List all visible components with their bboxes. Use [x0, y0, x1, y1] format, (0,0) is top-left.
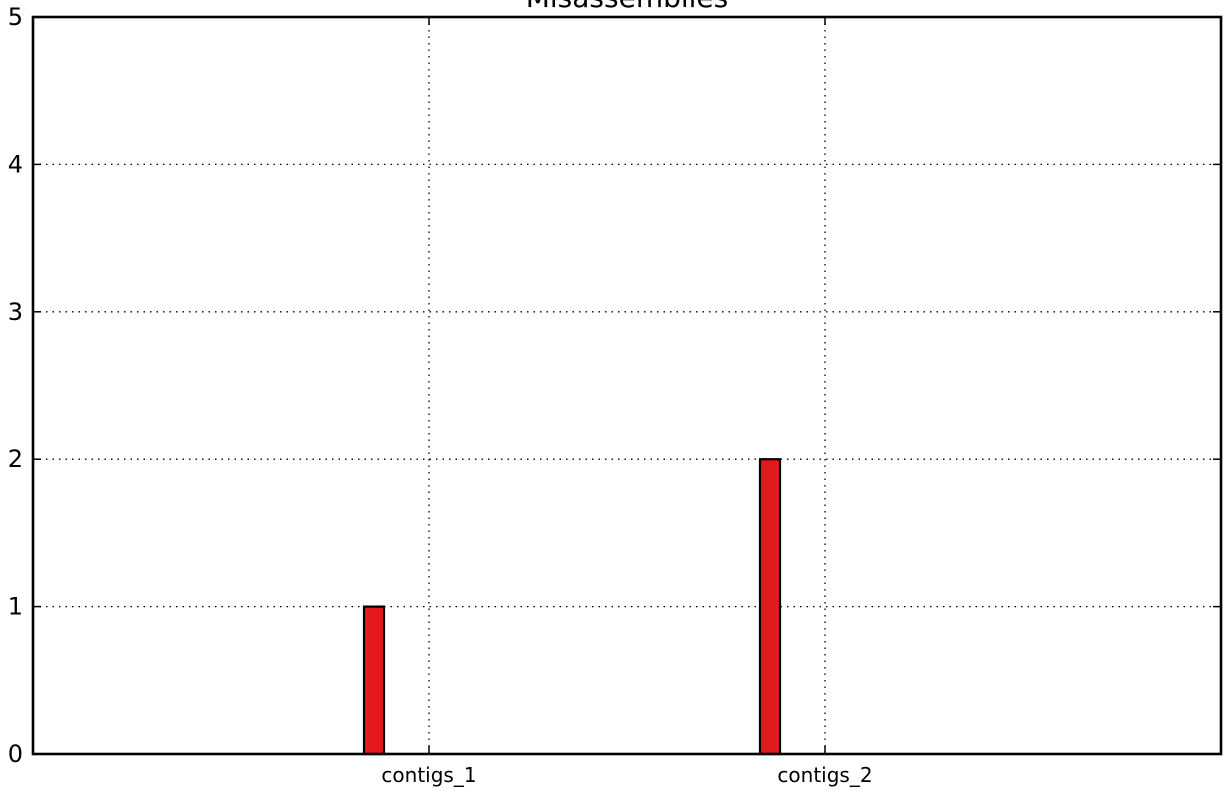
x-tick-label: contigs_2: [777, 763, 872, 787]
plot-frame: [31, 15, 1223, 756]
y-tick-label: 2: [8, 445, 23, 473]
bar-contigs_2: [758, 458, 782, 756]
y-tick-label: 5: [8, 3, 23, 31]
y-tick-label: 1: [8, 593, 23, 621]
y-tick-label: 4: [8, 150, 23, 178]
y-axis: 0 1 2 3 4 5: [8, 3, 1221, 768]
bar-contigs_1: [362, 605, 386, 756]
chart-title: Misassemblies: [526, 0, 729, 14]
y-tick-label: 3: [8, 298, 23, 326]
x-tick-label: contigs_1: [381, 763, 476, 787]
grid-lines: [33, 17, 1221, 754]
bars: [362, 458, 782, 756]
x-axis: contigs_1 contigs_2: [381, 17, 873, 787]
y-tick-label: 0: [8, 740, 23, 768]
